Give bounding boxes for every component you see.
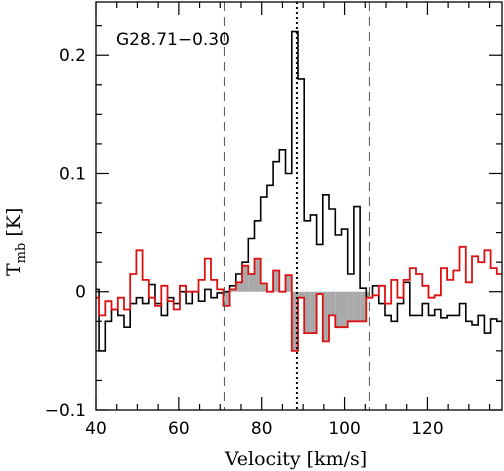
axis-ticks: 40 60 80 100 120 −0.1 0 0.1 0.2 [45, 2, 502, 439]
black-spectrum-line [96, 30, 502, 352]
fill-bin [291, 291, 298, 351]
fill-bin [360, 291, 367, 322]
fill-bin [366, 291, 370, 298]
fill-bin [304, 291, 311, 334]
y-tick-label: 0.2 [59, 46, 86, 66]
x-tick-label: 120 [411, 419, 443, 439]
fill-bin [310, 291, 317, 334]
fill-bin [285, 275, 292, 292]
plot-frame [95, 1, 503, 411]
y-axis-label-sub: mb [14, 243, 29, 264]
x-tick-label: 60 [168, 419, 190, 439]
fill-bin [297, 291, 305, 298]
fill-bin [322, 291, 330, 342]
x-tick-label: 100 [328, 419, 360, 439]
y-axis-label-unit: [K] [3, 208, 25, 237]
integrated-area [224, 258, 370, 351]
fill-bin [248, 274, 255, 292]
fill-bin [335, 291, 342, 328]
y-tick-label: −0.1 [45, 401, 86, 421]
red-spectrum-line [96, 245, 502, 352]
svg-text:Tmb[K]: Tmb [K] [3, 208, 29, 276]
x-tick-label: 80 [251, 419, 273, 439]
y-tick-label: 0.1 [59, 164, 86, 184]
fill-bin [341, 291, 348, 328]
y-axis-label-main: T [3, 263, 25, 276]
fill-bin [353, 291, 361, 322]
fill-bin [316, 291, 323, 295]
fill-bin [260, 283, 267, 292]
fill-bin [224, 291, 230, 306]
reference-lines [223, 2, 370, 410]
y-tick-label: 0 [75, 283, 86, 303]
fill-bin [329, 291, 336, 316]
fill-bin [229, 289, 236, 292]
fill-bin [273, 270, 280, 292]
chart-title: G28.71−0.30 [116, 30, 230, 50]
fill-bin [347, 291, 354, 322]
y-axis-label: Tmb [K] [3, 208, 29, 276]
fill-bin [235, 282, 243, 292]
fill-bin [242, 265, 249, 292]
series-layer [96, 30, 502, 352]
x-axis-label: Velocity [km/s] [224, 448, 367, 470]
x-tick-label: 40 [85, 419, 107, 439]
fill-bin [254, 258, 261, 292]
